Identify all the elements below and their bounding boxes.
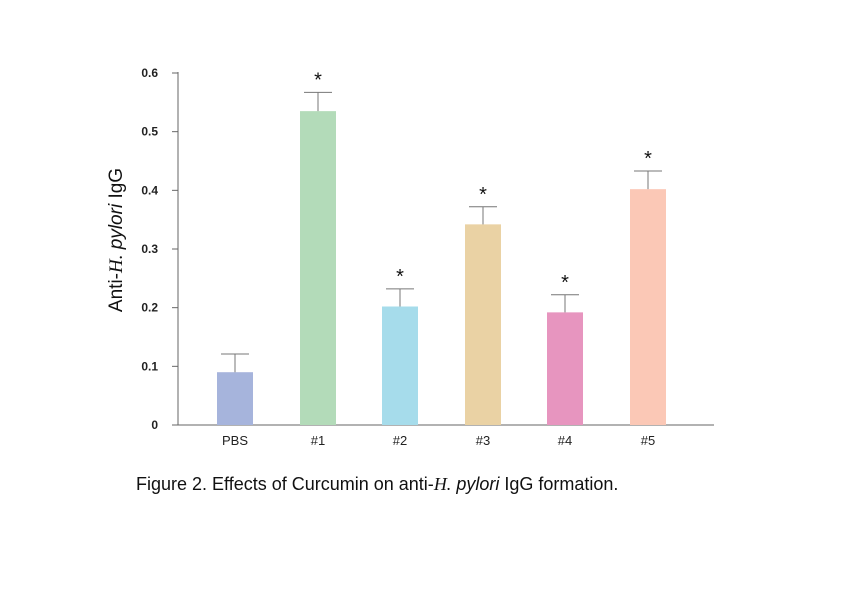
bar — [630, 189, 666, 425]
caption-tail: IgG formation. — [499, 474, 619, 494]
y-ticks: 0 0.1 0.2 0.3 0.4 0.5 0.6 — [141, 66, 178, 432]
error-bars — [221, 91, 662, 373]
significance-marks: * * * * * — [314, 69, 652, 293]
bar — [547, 312, 583, 425]
y-tick-label: 0.3 — [141, 242, 158, 256]
x-tick-label: PBS — [222, 433, 248, 448]
significance-mark: * — [396, 266, 404, 288]
y-tick-label: 0.5 — [141, 125, 158, 139]
significance-mark: * — [479, 184, 487, 206]
bar — [382, 306, 418, 425]
caption-species: pylori — [451, 474, 500, 494]
x-tick-label: #2 — [393, 433, 407, 448]
y-tick-label: 0 — [151, 418, 158, 432]
significance-mark: * — [644, 148, 652, 170]
x-tick-label: #5 — [641, 433, 655, 448]
bar — [217, 372, 253, 425]
caption-lead: Figure 2. Effects of Curcumin on anti- — [136, 474, 434, 494]
bar — [300, 111, 336, 425]
caption-genus: H. — [433, 474, 452, 494]
bars — [217, 111, 666, 425]
significance-mark: * — [314, 69, 322, 91]
significance-mark: * — [561, 272, 569, 294]
y-tick-label: 0.6 — [141, 66, 158, 80]
y-tick-label: 0.4 — [141, 183, 158, 197]
bar — [465, 224, 501, 425]
y-axis-title: Anti-H. pylori IgG — [106, 168, 127, 312]
y-tick-label: 0.1 — [141, 359, 158, 373]
x-tick-label: #1 — [311, 433, 325, 448]
y-tick-label: 0.2 — [141, 301, 158, 315]
x-tick-label: #4 — [558, 433, 572, 448]
x-tick-label: #3 — [476, 433, 490, 448]
x-tick-labels: PBS #1 #2 #3 #4 #5 — [222, 433, 655, 448]
